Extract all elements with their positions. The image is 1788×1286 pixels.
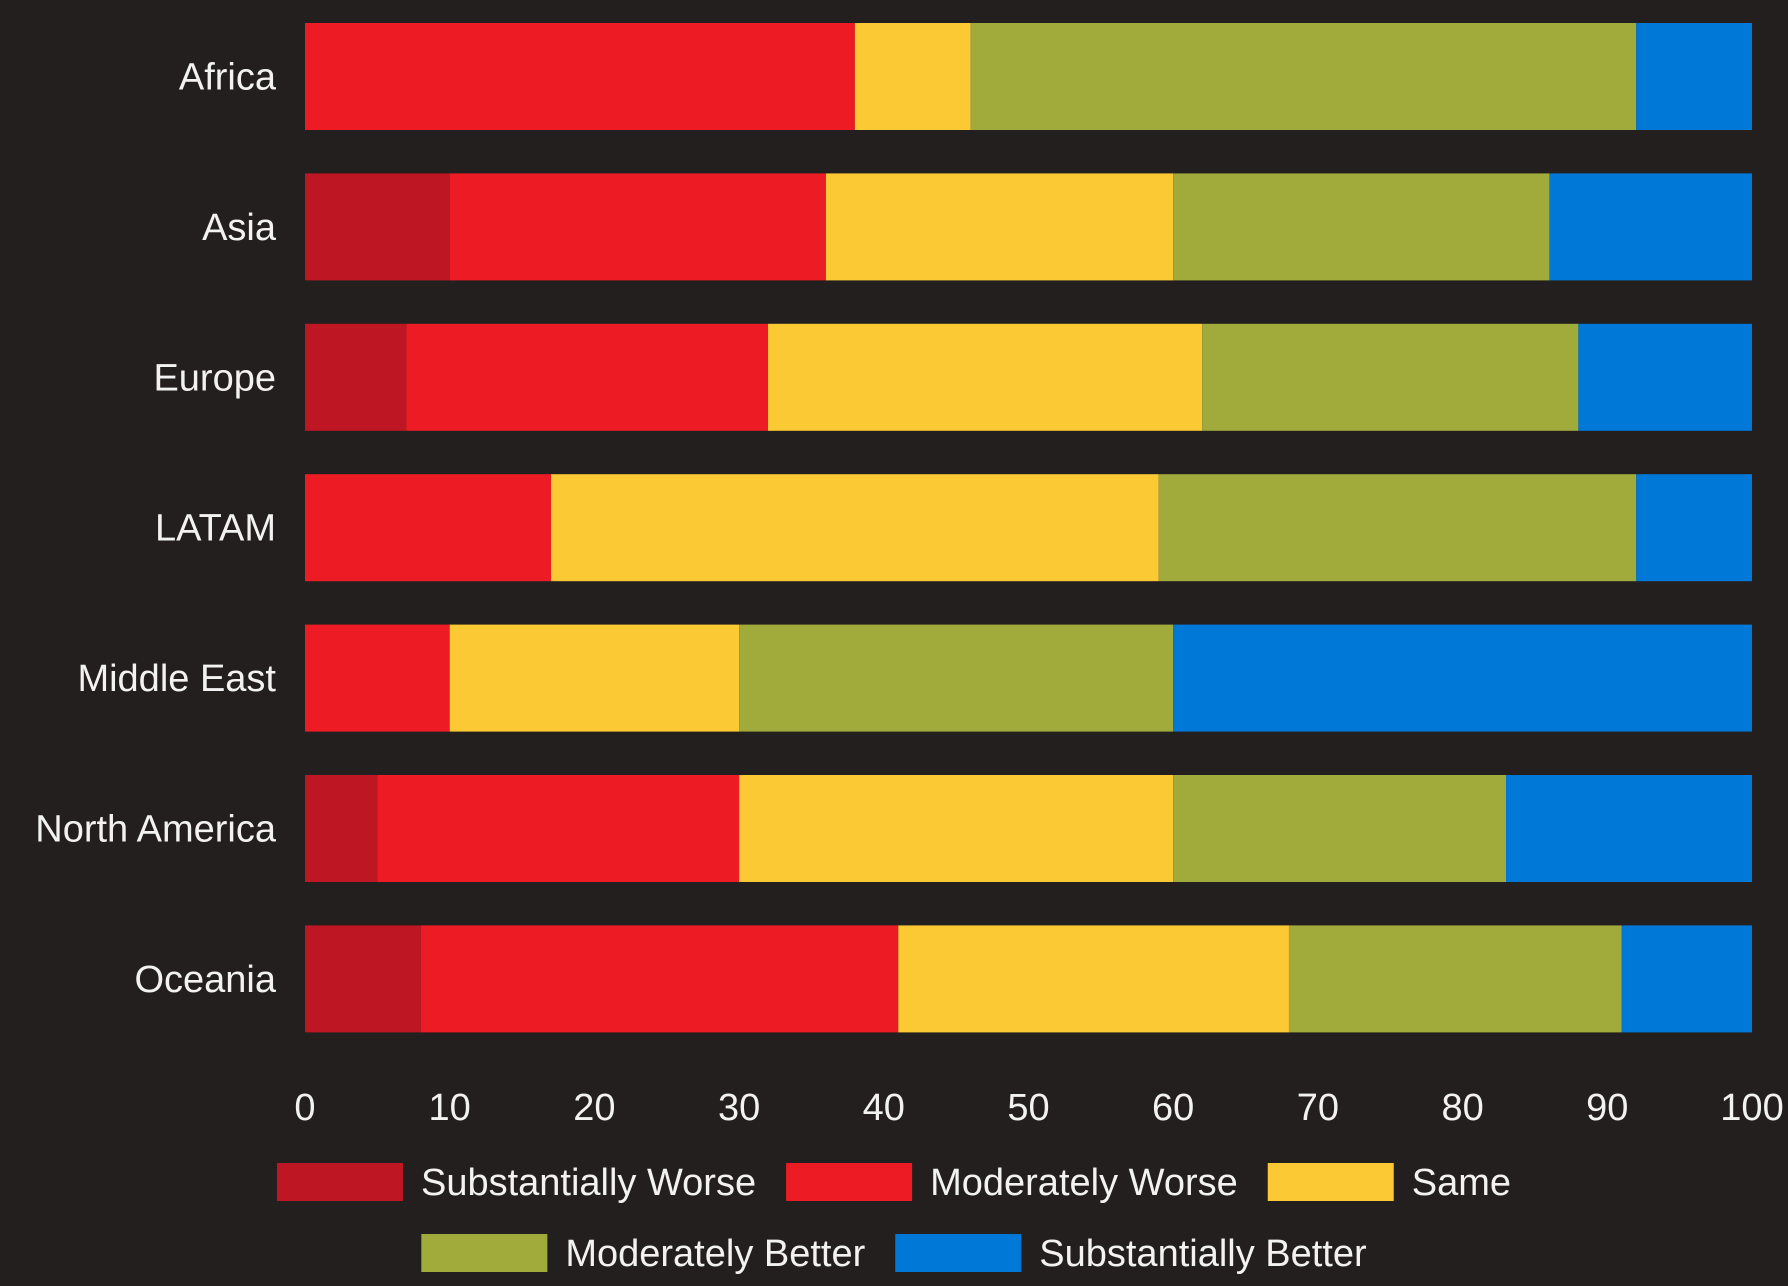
bar-segment-middle-east-same [449, 624, 740, 732]
x-tick-label-60: 60 [1152, 1087, 1194, 1129]
bar-segment-latam-moderately-better [1158, 474, 1637, 582]
bar-segment-north-america-moderately-better [1173, 775, 1507, 882]
x-tick-label-30: 30 [718, 1087, 760, 1129]
bar-segment-asia-substantially-better [1549, 173, 1752, 281]
x-tick-label-10: 10 [429, 1087, 471, 1129]
category-label-oceania: Oceania [134, 959, 276, 1001]
legend-label-moderately-better: Moderately Better [565, 1233, 865, 1275]
bar-segment-latam-same [550, 474, 1159, 582]
x-tick-label-50: 50 [1007, 1087, 1049, 1129]
bar-segment-africa-substantially-better [1636, 23, 1752, 130]
legend-label-moderately-worse: Moderately Worse [930, 1162, 1238, 1204]
legend-item-moderately-worse: Moderately Worse [786, 1162, 1238, 1204]
legend: Substantially Worse Moderately Worse Same M… [276, 1162, 1511, 1275]
bar-group-middle-east [305, 624, 1752, 732]
bar-segment-asia-moderately-better [1173, 173, 1550, 281]
bar-segment-asia-substantially-worse [305, 173, 450, 281]
legend-swatch-moderately-worse [786, 1163, 913, 1201]
bar-segment-middle-east-moderately-worse [305, 624, 450, 732]
category-labels: Africa Asia Europe LATAM Middle East North Am… [35, 57, 277, 1001]
bar-group-asia [305, 173, 1752, 281]
legend-label-substantially-worse: Substantially Worse [421, 1162, 756, 1204]
legend-item-moderately-better: Moderately Better [421, 1233, 866, 1275]
x-tick-label-0: 0 [294, 1087, 315, 1129]
x-axis: 0 10 20 30 40 50 60 70 80 90 100 [294, 1087, 1783, 1129]
legend-label-same: Same [1412, 1162, 1511, 1204]
bar-segment-oceania-substantially-worse [305, 925, 421, 1033]
bar-segment-oceania-moderately-worse [420, 925, 899, 1033]
bar-segment-africa-moderately-better [970, 23, 1637, 130]
legend-swatch-same [1267, 1163, 1394, 1201]
bar-segment-north-america-moderately-worse [377, 775, 740, 882]
legend-swatch-substantially-worse [276, 1163, 403, 1201]
bar-segment-africa-moderately-worse [305, 23, 855, 130]
bar-segment-europe-substantially-worse [305, 323, 407, 431]
category-label-middle-east: Middle East [77, 658, 276, 700]
bar-segment-oceania-substantially-better [1621, 925, 1752, 1033]
bar-segment-north-america-substantially-better [1506, 775, 1752, 882]
legend-item-substantially-better: Substantially Better [895, 1233, 1367, 1275]
category-label-north-america: North America [35, 809, 277, 851]
x-tick-label-40: 40 [863, 1087, 905, 1129]
bar-segment-north-america-substantially-worse [305, 775, 378, 882]
bar-group-oceania [305, 925, 1752, 1033]
bar-segment-europe-substantially-better [1578, 323, 1752, 431]
bar-segment-middle-east-moderately-better [739, 624, 1174, 732]
category-label-africa: Africa [179, 57, 277, 99]
bar-segment-europe-moderately-worse [406, 323, 769, 431]
legend-item-substantially-worse: Substantially Worse [276, 1162, 756, 1204]
legend-swatch-substantially-better [895, 1234, 1022, 1272]
category-label-latam: LATAM [155, 508, 276, 550]
bar-segment-asia-moderately-worse [449, 173, 826, 281]
bar-group-africa [305, 23, 1752, 130]
bars-layer [305, 23, 1752, 1033]
x-tick-label-70: 70 [1297, 1087, 1339, 1129]
bar-segment-latam-substantially-better [1636, 474, 1752, 582]
bar-segment-oceania-moderately-better [1288, 925, 1622, 1033]
x-tick-label-20: 20 [573, 1087, 615, 1129]
bar-segment-north-america-same [739, 775, 1174, 882]
x-tick-label-90: 90 [1586, 1087, 1628, 1129]
x-tick-label-100: 100 [1720, 1087, 1783, 1129]
x-tick-label-80: 80 [1441, 1087, 1483, 1129]
bar-segment-middle-east-substantially-better [1173, 624, 1752, 732]
category-label-europe: Europe [153, 357, 276, 399]
category-label-asia: Asia [202, 207, 277, 249]
legend-item-same: Same [1267, 1162, 1511, 1204]
bar-segment-europe-moderately-better [1202, 323, 1579, 431]
legend-swatch-moderately-better [421, 1234, 548, 1272]
bar-segment-latam-moderately-worse [305, 474, 551, 582]
legend-label-substantially-better: Substantially Better [1039, 1233, 1367, 1275]
bar-segment-europe-same [768, 323, 1203, 431]
bar-group-north-america [305, 775, 1752, 882]
bar-group-europe [305, 323, 1752, 431]
bar-segment-oceania-same [898, 925, 1289, 1033]
bar-segment-africa-same [854, 23, 971, 130]
bar-group-latam [305, 474, 1752, 582]
bar-segment-asia-same [825, 173, 1174, 281]
